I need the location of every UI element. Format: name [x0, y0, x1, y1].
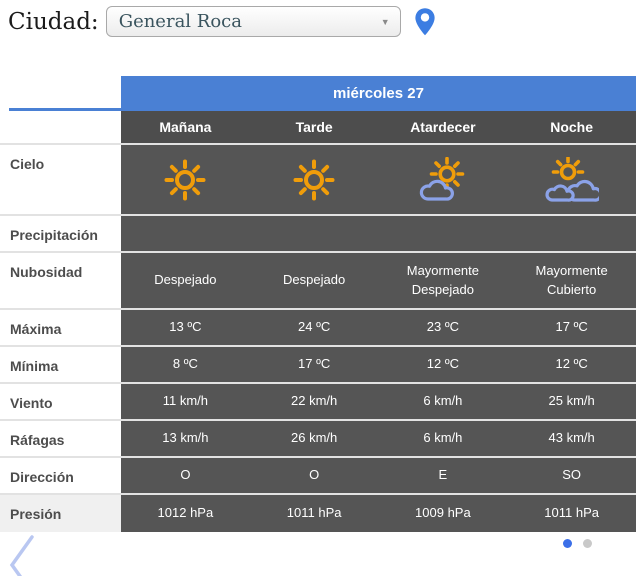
row-label: Nubosidad [0, 253, 121, 308]
active-tab-underline [9, 108, 121, 111]
table-row-direccion: Dirección O O E SO [0, 458, 636, 495]
period-header: Mañana [121, 111, 250, 143]
pagination-dots [563, 539, 592, 548]
value-cell: 13 km/h [121, 421, 250, 456]
sky-cell [378, 145, 508, 214]
row-label: Máxima [0, 310, 121, 345]
period-header: Atardecer [378, 111, 508, 143]
row-label: Presión [0, 495, 121, 532]
city-label: Ciudad: [8, 8, 99, 35]
forecast-table: miércoles 27 Mañana Tarde Atardecer Noch… [0, 76, 636, 532]
value-cell: Mayormente Cubierto [507, 253, 636, 308]
period-header: Noche [507, 111, 636, 143]
value-cell: 43 km/h [507, 421, 636, 456]
table-row-nubosidad: Nubosidad Despejado Despejado Mayormente… [0, 253, 636, 310]
value-cell: 17 ºC [507, 310, 636, 345]
value-cell: 12 ºC [507, 347, 636, 382]
row-label: Ráfagas [0, 421, 121, 456]
table-row-presion: Presión 1012 hPa 1011 hPa 1009 hPa 1011 … [0, 495, 636, 532]
sky-cell [507, 145, 636, 214]
row-label: Mínima [0, 347, 121, 382]
value-cell: 12 ºC [378, 347, 508, 382]
value-cell: SO [507, 458, 636, 493]
period-header: Tarde [249, 111, 379, 143]
value-cell: Despejado [121, 253, 250, 308]
day-header-row: miércoles 27 [0, 76, 636, 111]
value-cell: 1009 hPa [378, 495, 508, 532]
value-cell: 13 ºC [121, 310, 250, 345]
sky-cell [121, 145, 250, 214]
value-cell [249, 216, 379, 251]
city-select[interactable]: General Roca ▼ [105, 6, 401, 37]
table-row-precipitacion: Precipitación [0, 216, 636, 253]
sky-cell [249, 145, 379, 214]
tab-day[interactable]: miércoles 27 [121, 76, 636, 111]
pagination-dot-inactive[interactable] [583, 539, 592, 548]
table-row-rafagas: Ráfagas 13 km/h 26 km/h 6 km/h 43 km/h [0, 421, 636, 458]
sun-behind-clouds-icon [545, 156, 599, 202]
row-label: Cielo [0, 145, 121, 214]
row-label: Dirección [0, 458, 121, 493]
chevron-down-icon: ▼ [380, 16, 390, 27]
value-cell: 26 km/h [249, 421, 379, 456]
value-cell: O [121, 458, 250, 493]
period-header-row: Mañana Tarde Atardecer Noche [0, 111, 636, 145]
city-selector-bar: Ciudad: General Roca ▼ [8, 6, 436, 37]
value-cell: Mayormente Despejado [378, 253, 508, 308]
value-cell: 25 km/h [507, 384, 636, 419]
value-cell [121, 216, 250, 251]
value-cell: 1011 hPa [249, 495, 379, 532]
map-pin-icon[interactable] [414, 7, 436, 37]
value-cell: 24 ºC [249, 310, 379, 345]
value-cell: E [378, 458, 508, 493]
value-cell: 17 ºC [249, 347, 379, 382]
value-cell: O [249, 458, 379, 493]
table-row-cielo: Cielo [0, 145, 636, 216]
corner-cell [0, 111, 121, 143]
table-row-minima: Mínima 8 ºC 17 ºC 12 ºC 12 ºC [0, 347, 636, 384]
value-cell: 6 km/h [378, 384, 508, 419]
table-row-maxima: Máxima 13 ºC 24 ºC 23 ºC 17 ºC [0, 310, 636, 347]
table-row-viento: Viento 11 km/h 22 km/h 6 km/h 25 km/h [0, 384, 636, 421]
value-cell: 22 km/h [249, 384, 379, 419]
sun-icon [293, 159, 335, 200]
value-cell: 11 km/h [121, 384, 250, 419]
row-label: Precipitación [0, 216, 121, 251]
value-cell [507, 216, 636, 251]
value-cell: Despejado [249, 253, 379, 308]
row-label: Viento [0, 384, 121, 419]
pagination-dot-active[interactable] [563, 539, 572, 548]
city-select-value: General Roca [118, 11, 242, 32]
sun-icon [164, 159, 206, 200]
value-cell [378, 216, 508, 251]
sun-with-small-cloud-icon [419, 156, 465, 201]
value-cell: 6 km/h [378, 421, 508, 456]
value-cell: 1012 hPa [121, 495, 250, 532]
value-cell: 8 ºC [121, 347, 250, 382]
chevron-left-icon[interactable] [1, 535, 46, 576]
value-cell: 1011 hPa [507, 495, 636, 532]
value-cell: 23 ºC [378, 310, 508, 345]
active-tab-cell [0, 76, 121, 111]
